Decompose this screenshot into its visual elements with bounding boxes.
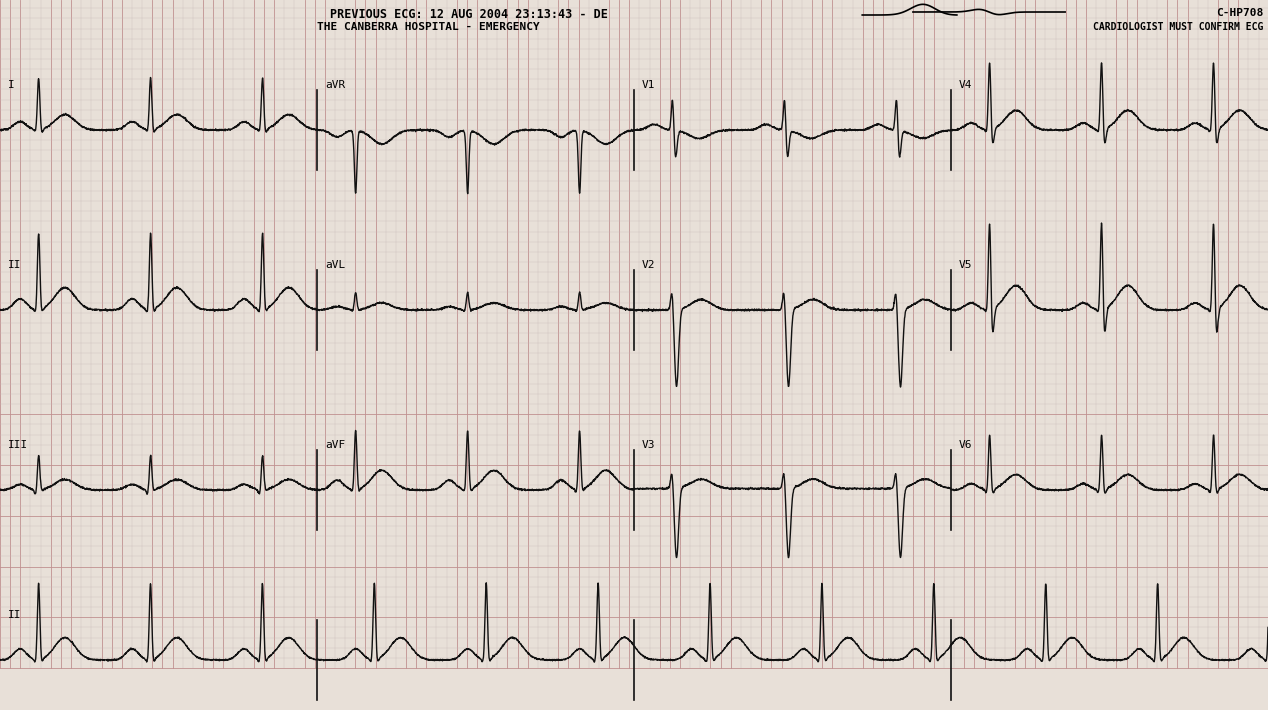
Text: II: II (8, 610, 22, 620)
Text: CARDIOLOGIST MUST CONFIRM ECG: CARDIOLOGIST MUST CONFIRM ECG (1093, 22, 1263, 32)
Text: V4: V4 (959, 80, 973, 90)
Text: II: II (8, 260, 22, 270)
Text: III: III (8, 440, 28, 450)
Text: PREVIOUS ECG: 12 AUG 2004 23:13:43 - DE: PREVIOUS ECG: 12 AUG 2004 23:13:43 - DE (330, 8, 609, 21)
Text: V3: V3 (642, 440, 656, 450)
Text: C-HP708: C-HP708 (1216, 8, 1263, 18)
Text: V2: V2 (642, 260, 656, 270)
Text: I: I (8, 80, 15, 90)
Text: V5: V5 (959, 260, 973, 270)
Text: aVR: aVR (325, 80, 345, 90)
Text: THE CANBERRA HOSPITAL - EMERGENCY: THE CANBERRA HOSPITAL - EMERGENCY (317, 22, 540, 32)
Text: V6: V6 (959, 440, 973, 450)
Text: aVL: aVL (325, 260, 345, 270)
Text: aVF: aVF (325, 440, 345, 450)
Text: V1: V1 (642, 80, 656, 90)
